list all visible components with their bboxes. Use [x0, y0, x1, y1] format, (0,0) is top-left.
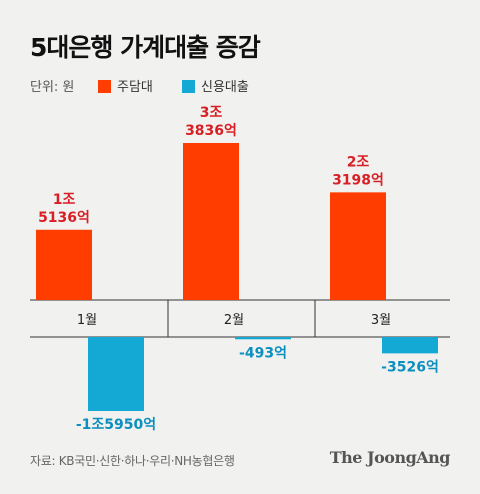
legend-label-mortgage: 주담대: [117, 80, 153, 95]
bar-mortgage-1: [36, 229, 92, 300]
legend-item-mortgage: 주담대: [98, 76, 153, 95]
legend-swatch-mortgage: [98, 80, 111, 93]
chart-title: 5대은행 가계대출 증감: [30, 33, 261, 62]
data-label-credit-2-1: -493억: [239, 345, 287, 361]
data-label-credit-1-1: -1조5950억: [76, 417, 156, 433]
unit-label: 단위: 원: [30, 80, 75, 95]
bar-credit-1: [88, 337, 144, 412]
legend-item-credit: 신용대출: [182, 76, 249, 95]
data-label-mortgage-1-2: 5136억: [38, 210, 90, 226]
data-label-mortgage-3-2: 3198억: [332, 172, 384, 188]
brand-logo: The JoongAng: [329, 448, 451, 467]
bar-mortgage-2: [183, 143, 239, 300]
legend-swatch-credit: [182, 80, 195, 93]
bar-credit-3: [382, 337, 438, 354]
legend-label-credit: 신용대출: [201, 80, 249, 95]
source-note: 자료: KB국민·신한·하나·우리·NH농협은행: [30, 454, 235, 468]
x-tick-label-1: 1월: [77, 313, 97, 328]
bar-credit-2: [235, 337, 291, 340]
data-label-mortgage-1-1: 1조: [53, 192, 76, 208]
data-label-mortgage-2-2: 3836억: [185, 123, 237, 139]
bar-mortgage-3: [330, 192, 386, 300]
data-label-mortgage-2-1: 3조: [200, 105, 223, 121]
data-label-credit-3-1: -3526억: [381, 359, 439, 375]
x-tick-label-2: 2월: [224, 313, 244, 328]
x-tick-label-3: 3월: [371, 313, 391, 328]
data-label-mortgage-3-1: 2조: [347, 154, 370, 170]
